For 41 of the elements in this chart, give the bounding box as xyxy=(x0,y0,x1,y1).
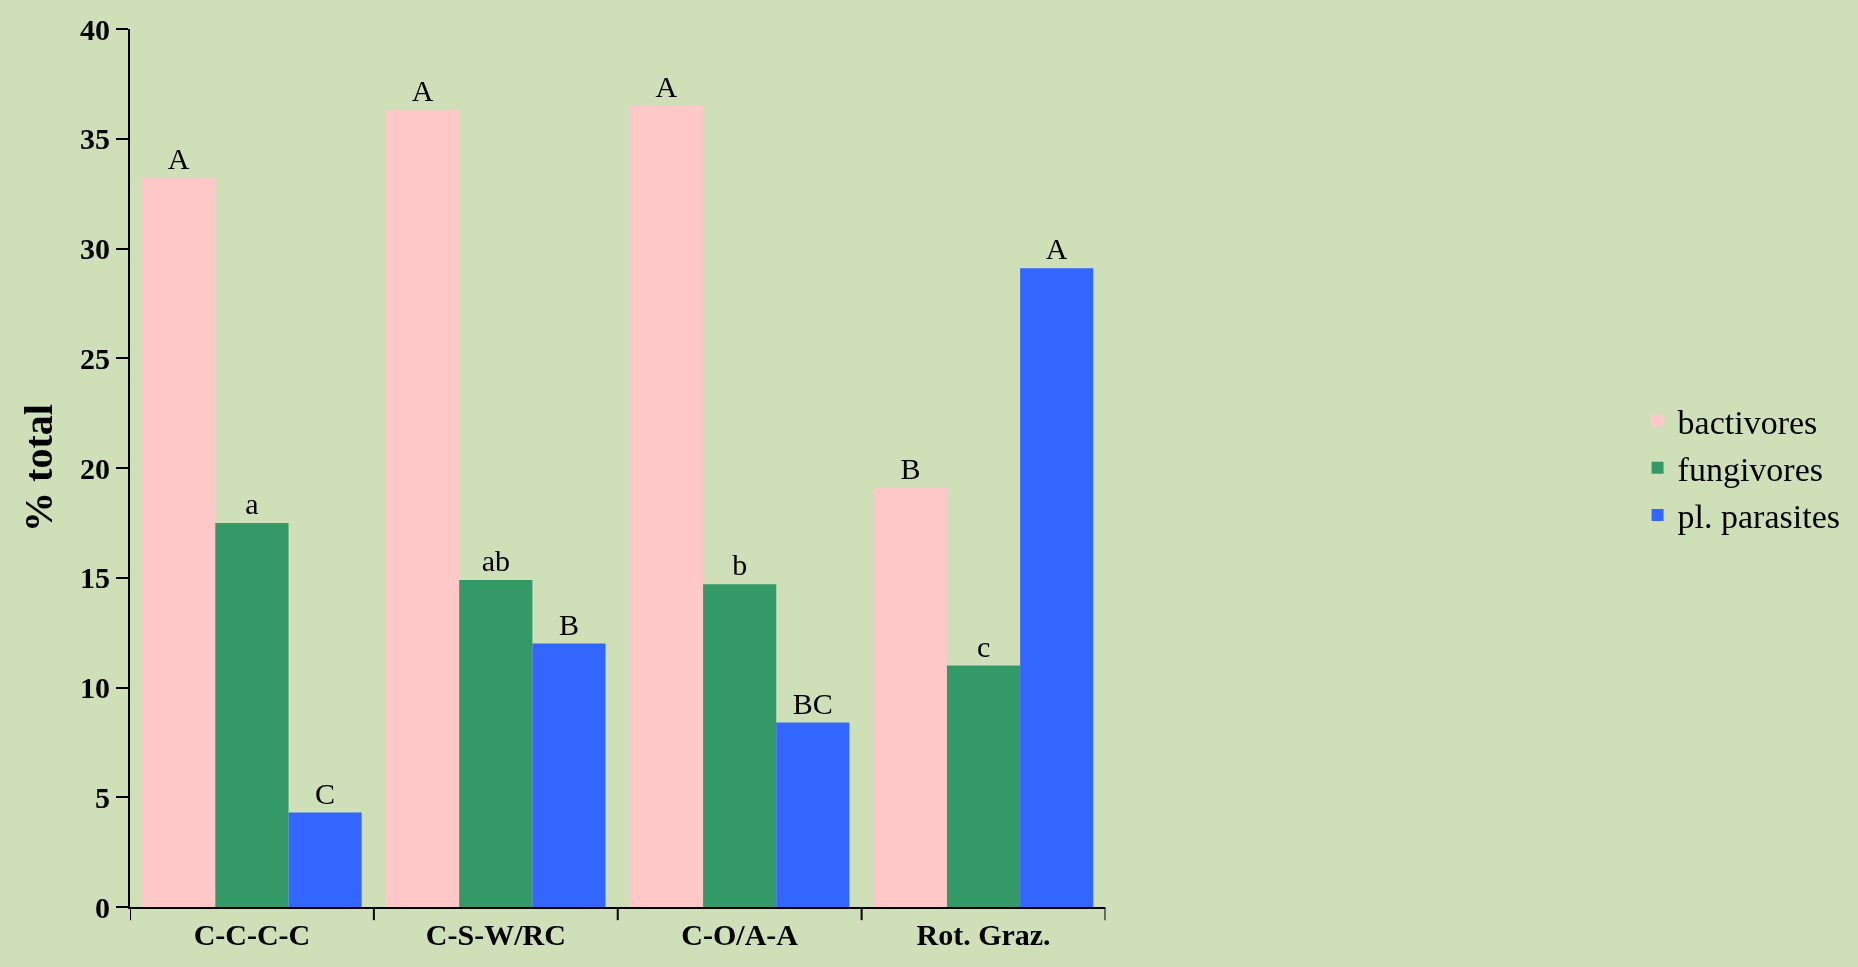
data-label: a xyxy=(245,486,259,520)
data-label: C xyxy=(315,776,336,810)
y-tick-label: 25 xyxy=(80,341,110,375)
data-label: B xyxy=(558,607,579,641)
x-tick-label: C-O/A-A xyxy=(681,918,799,951)
y-tick-label: 20 xyxy=(80,451,110,485)
data-label: A xyxy=(655,69,678,103)
legend-label: pl. parasites xyxy=(1677,498,1840,536)
x-tick-label: C-S-W/RC xyxy=(425,918,566,951)
bar xyxy=(776,722,850,907)
y-tick-label: 15 xyxy=(80,561,110,595)
data-label: A xyxy=(1045,232,1068,266)
bar xyxy=(703,584,777,907)
legend-label: bactivores xyxy=(1677,403,1818,441)
bar xyxy=(532,643,606,907)
y-axis-title: % total xyxy=(16,404,61,532)
bar xyxy=(1020,268,1094,907)
data-label: B xyxy=(900,451,921,485)
y-tick-label: 35 xyxy=(80,122,110,156)
y-tick-label: 10 xyxy=(80,671,110,704)
bar xyxy=(288,812,362,907)
bar xyxy=(873,487,947,907)
data-label: c xyxy=(976,629,991,663)
bar xyxy=(459,579,533,907)
x-tick-label: C-C-C-C xyxy=(193,918,311,951)
data-label: b xyxy=(732,548,748,582)
y-tick-label: 0 xyxy=(95,890,110,924)
data-label: A xyxy=(167,142,190,176)
data-label: BC xyxy=(792,686,833,720)
y-tick-label: 30 xyxy=(80,232,110,265)
bar xyxy=(386,110,460,907)
y-tick-label: 40 xyxy=(80,12,110,46)
data-label: ab xyxy=(481,543,510,577)
x-tick-label: Rot. Graz. xyxy=(916,918,1051,951)
data-label: A xyxy=(411,74,434,108)
bar xyxy=(215,522,289,907)
legend-label: fungivores xyxy=(1677,451,1823,489)
bar xyxy=(142,178,216,907)
bar xyxy=(629,105,704,907)
bar xyxy=(946,665,1021,907)
y-tick-label: 5 xyxy=(95,780,110,814)
